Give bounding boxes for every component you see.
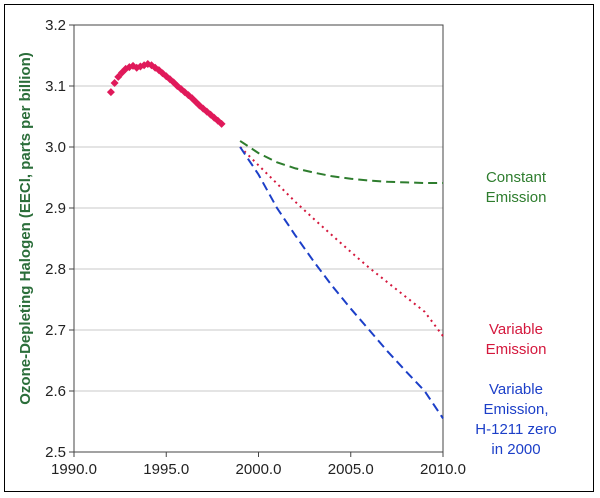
series-lines [239,140,444,419]
x-tick-label: 2000.0 [236,461,282,478]
x-tick-label: 2010.0 [420,461,466,478]
y-tick-label: 2.9 [45,200,66,217]
observed-point [125,63,134,72]
y-tick-label: 2.6 [45,383,66,400]
observed-point [217,119,226,128]
legend-variable-emission-h1211: Variable Emission, H-1211 zero in 2000 [475,381,557,458]
observed-point [106,88,115,97]
observed-point [132,63,141,72]
observed-point [110,78,119,87]
x-tick-label: 2005.0 [328,461,374,478]
y-tick-label: 2.8 [45,261,66,278]
y-tick-label: 2.7 [45,322,66,339]
y-tick-label: 3.1 [45,78,66,95]
legend-constant-emission: Constant Emission [485,169,547,206]
observed-points [106,60,226,128]
x-axis: 1990.0 1995.0 2000.0 2005.0 2010.0 [51,452,466,478]
y-axis: 2.5 2.6 2.7 2.8 2.9 3.0 3.1 3.2 [45,17,74,461]
y-tick-label: 3.0 [45,139,66,156]
series-line-variable-emission-h-1211-zero-in-2000 [239,146,444,419]
plot-area [73,24,444,453]
y-axis-title: Ozone-Depleting Halogen (EECl, parts per… [17,52,34,405]
y-tick-label: 3.2 [45,17,66,34]
grid [74,85,443,392]
y-tick-label: 2.5 [45,444,66,461]
legend-variable-emission: Variable Emission [485,321,547,358]
x-tick-label: 1995.0 [143,461,189,478]
chart-frame [4,4,594,492]
x-tick-label: 1990.0 [51,461,97,478]
observed-point [140,61,149,70]
series-line-variable-emission [239,146,444,337]
